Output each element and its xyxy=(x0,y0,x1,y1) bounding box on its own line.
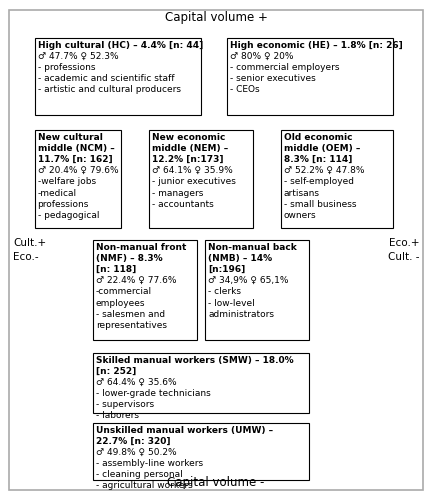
Text: - academic and scientific staff: - academic and scientific staff xyxy=(38,74,174,83)
FancyBboxPatch shape xyxy=(35,130,121,228)
Text: - managers: - managers xyxy=(152,188,203,198)
Text: - pedagogical: - pedagogical xyxy=(38,211,99,220)
Text: ♂ 52.2% ♀ 47.8%: ♂ 52.2% ♀ 47.8% xyxy=(284,166,364,175)
Text: artisans: artisans xyxy=(284,188,320,198)
Text: -medical: -medical xyxy=(38,188,77,198)
Text: [n: 118]: [n: 118] xyxy=(96,265,136,274)
Text: - supervisors: - supervisors xyxy=(96,400,154,409)
Text: ♂ 34,9% ♀ 65,1%: ♂ 34,9% ♀ 65,1% xyxy=(208,276,289,285)
Text: Non-manual front: Non-manual front xyxy=(96,243,186,252)
Text: 11.7% [n: 162]: 11.7% [n: 162] xyxy=(38,155,112,164)
Text: - self-employed: - self-employed xyxy=(284,178,354,186)
Text: - salesmen and: - salesmen and xyxy=(96,310,165,318)
Text: Capital volume +: Capital volume + xyxy=(165,11,267,24)
Text: - low-level: - low-level xyxy=(208,298,255,308)
Text: - junior executives: - junior executives xyxy=(152,178,236,186)
Text: ♂ 20.4% ♀ 79.6%: ♂ 20.4% ♀ 79.6% xyxy=(38,166,118,175)
Text: - lower-grade technicians: - lower-grade technicians xyxy=(96,389,211,398)
Text: New cultural: New cultural xyxy=(38,133,102,142)
Text: 12.2% [n:173]: 12.2% [n:173] xyxy=(152,155,224,164)
Text: - agricultural workers: - agricultural workers xyxy=(96,481,193,490)
Text: ♂ 22.4% ♀ 77.6%: ♂ 22.4% ♀ 77.6% xyxy=(96,276,176,285)
Text: representatives: representatives xyxy=(96,321,167,330)
Text: -welfare jobs: -welfare jobs xyxy=(38,178,96,186)
Text: - clerks: - clerks xyxy=(208,288,241,296)
FancyBboxPatch shape xyxy=(149,130,253,228)
Text: - commercial employers: - commercial employers xyxy=(230,62,339,72)
Text: - professions: - professions xyxy=(38,62,95,72)
Text: Skilled manual workers (SMW) – 18.0%: Skilled manual workers (SMW) – 18.0% xyxy=(96,356,293,364)
Text: (NMF) – 8.3%: (NMF) – 8.3% xyxy=(96,254,162,263)
Text: administrators: administrators xyxy=(208,310,274,318)
Text: Unskilled manual workers (UMW) –: Unskilled manual workers (UMW) – xyxy=(96,426,273,434)
Text: - cleaning personal: - cleaning personal xyxy=(96,470,183,479)
FancyBboxPatch shape xyxy=(93,352,309,412)
Text: 22.7% [n: 320]: 22.7% [n: 320] xyxy=(96,436,170,446)
Text: ♂ 49.8% ♀ 50.2%: ♂ 49.8% ♀ 50.2% xyxy=(96,448,177,456)
Text: employees: employees xyxy=(96,298,146,308)
Text: - accountants: - accountants xyxy=(152,200,214,208)
Text: middle (OEM) –: middle (OEM) – xyxy=(284,144,360,153)
Text: owners: owners xyxy=(284,211,317,220)
Text: ♂ 47.7% ♀ 52.3%: ♂ 47.7% ♀ 52.3% xyxy=(38,52,118,60)
Text: Non-manual back: Non-manual back xyxy=(208,243,297,252)
Text: Cult.+
Eco.-: Cult.+ Eco.- xyxy=(13,238,46,262)
Text: - senior executives: - senior executives xyxy=(230,74,315,83)
Text: New economic: New economic xyxy=(152,133,226,142)
Text: High cultural (HC) – 4.4% [n: 44]: High cultural (HC) – 4.4% [n: 44] xyxy=(38,40,203,50)
Text: - artistic and cultural producers: - artistic and cultural producers xyxy=(38,85,181,94)
Text: - CEOs: - CEOs xyxy=(230,85,260,94)
Text: 8.3% [n: 114]: 8.3% [n: 114] xyxy=(284,155,352,164)
Text: ♂ 80% ♀ 20%: ♂ 80% ♀ 20% xyxy=(230,52,293,60)
Text: professions: professions xyxy=(38,200,89,208)
Text: - small business: - small business xyxy=(284,200,356,208)
Text: (NMB) – 14%: (NMB) – 14% xyxy=(208,254,272,263)
Text: High economic (HE) – 1.8% [n: 26]: High economic (HE) – 1.8% [n: 26] xyxy=(230,40,403,50)
Text: Capital volume -: Capital volume - xyxy=(167,476,265,489)
Text: [n:196]: [n:196] xyxy=(208,265,245,274)
FancyBboxPatch shape xyxy=(205,240,309,340)
Text: Old economic: Old economic xyxy=(284,133,353,142)
FancyBboxPatch shape xyxy=(9,10,423,490)
Text: -commercial: -commercial xyxy=(96,288,152,296)
FancyBboxPatch shape xyxy=(281,130,393,228)
Text: Eco.+
Cult. -: Eco.+ Cult. - xyxy=(388,238,419,262)
Text: [n: 252]: [n: 252] xyxy=(96,366,136,376)
Text: ♂ 64.4% ♀ 35.6%: ♂ 64.4% ♀ 35.6% xyxy=(96,378,177,386)
FancyBboxPatch shape xyxy=(35,38,201,115)
Text: - laborers: - laborers xyxy=(96,411,139,420)
Text: middle (NEM) –: middle (NEM) – xyxy=(152,144,229,153)
Text: ♂ 64.1% ♀ 35.9%: ♂ 64.1% ♀ 35.9% xyxy=(152,166,233,175)
Text: middle (NCM) –: middle (NCM) – xyxy=(38,144,114,153)
FancyBboxPatch shape xyxy=(93,240,197,340)
Text: - assembly-line workers: - assembly-line workers xyxy=(96,459,203,468)
FancyBboxPatch shape xyxy=(227,38,393,115)
FancyBboxPatch shape xyxy=(93,422,309,480)
